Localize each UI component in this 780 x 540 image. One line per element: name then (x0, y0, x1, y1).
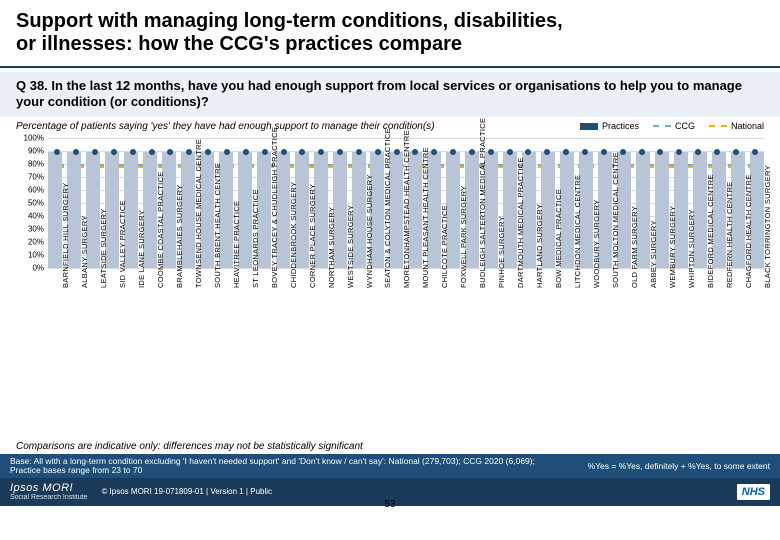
practice-dot (224, 149, 230, 155)
title-line-2: or illnesses: how the CCG's practices co… (16, 33, 462, 55)
swatch-ccg (653, 125, 671, 127)
practice-dot (130, 149, 136, 155)
nhs-badge: NHS (737, 484, 770, 500)
y-axis-label: 60% (16, 185, 44, 194)
bar (48, 152, 62, 268)
practice-dot (243, 149, 249, 155)
y-axis-label: 100% (16, 133, 44, 142)
practice-dot (92, 149, 98, 155)
legend-national: National (709, 121, 764, 131)
practice-dot (469, 149, 475, 155)
practice-dot (657, 149, 663, 155)
copyright: © Ipsos MORI 19-071809-01 | Version 1 | … (101, 487, 272, 496)
practice-dot (54, 149, 60, 155)
chart: 0% 10% 20% 30% 40% 50% 60% 70% 80% 90% 100% BARNFI… (16, 134, 768, 439)
footer-bar: Base: All with a long-term condition exc… (0, 454, 780, 478)
practice-dot (620, 149, 626, 155)
page-number: 53 (384, 499, 395, 510)
y-axis-label: 0% (16, 263, 44, 272)
practice-dot (525, 149, 531, 155)
y-axis-label: 10% (16, 250, 44, 259)
brand-sub: Social Research Institute (10, 494, 87, 501)
practice-dot (186, 149, 192, 155)
practice-dot (714, 149, 720, 155)
practice-dot (167, 149, 173, 155)
legend-practices: Practices (580, 121, 639, 131)
brand: Ipsos MORI Social Research Institute (10, 483, 87, 501)
y-axis-label: 20% (16, 237, 44, 246)
y-axis-label: 30% (16, 224, 44, 233)
practice-dot (375, 149, 381, 155)
practice-dot (563, 149, 569, 155)
practice-dot (356, 149, 362, 155)
practice-dot (752, 149, 758, 155)
title-rule (0, 66, 780, 68)
question-box: Q 38. In the last 12 months, have you ha… (0, 72, 780, 117)
page-title: Support with managing long-term conditio… (16, 10, 764, 56)
x-axis-labels: BARNFIELD HILL SURGERYALBANY SURGERYLEAT… (48, 274, 764, 434)
practice-dot (544, 149, 550, 155)
practice-dot (299, 149, 305, 155)
practice-dot (676, 149, 682, 155)
practice-dot (412, 149, 418, 155)
swatch-practices (580, 123, 598, 130)
practice-dot (507, 149, 513, 155)
brand-main: Ipsos MORI (10, 483, 87, 494)
title-line-1: Support with managing long-term conditio… (16, 10, 563, 32)
practice-dot (149, 149, 155, 155)
practice-dot (601, 149, 607, 155)
y-axis-label: 90% (16, 146, 44, 155)
practice-dot (695, 149, 701, 155)
legend: Practices CCG National (580, 121, 764, 131)
y-axis-label: 70% (16, 172, 44, 181)
practice-dot (337, 149, 343, 155)
swatch-national (709, 125, 727, 127)
y-axis-label: 50% (16, 198, 44, 207)
practice-dot (318, 149, 324, 155)
yes-definition: %Yes = %Yes, definitely + %Yes, to some … (578, 454, 780, 478)
practice-dot (431, 149, 437, 155)
practice-dot (262, 149, 268, 155)
subtitle: Percentage of patients saying 'yes' they… (16, 121, 435, 132)
y-axis-label: 80% (16, 159, 44, 168)
practice-dot (488, 149, 494, 155)
practice-dot (639, 149, 645, 155)
practice-dot (450, 149, 456, 155)
legend-national-label: National (731, 121, 764, 131)
y-axis-label: 40% (16, 211, 44, 220)
practice-dot (582, 149, 588, 155)
practice-dot (281, 149, 287, 155)
question-text: Q 38. In the last 12 months, have you ha… (16, 78, 764, 111)
practice-dot (205, 149, 211, 155)
base-text: Base: All with a long-term condition exc… (0, 454, 578, 478)
x-axis-label: BLACK TORRINGTON SURGERY (763, 274, 780, 288)
practice-dot (73, 149, 79, 155)
comparison-note: Comparisons are indicative only: differe… (0, 439, 780, 454)
legend-ccg: CCG (653, 121, 695, 131)
legend-ccg-label: CCG (675, 121, 695, 131)
legend-practices-label: Practices (602, 121, 639, 131)
practice-dot (394, 149, 400, 155)
practice-dot (111, 149, 117, 155)
practice-dot (733, 149, 739, 155)
